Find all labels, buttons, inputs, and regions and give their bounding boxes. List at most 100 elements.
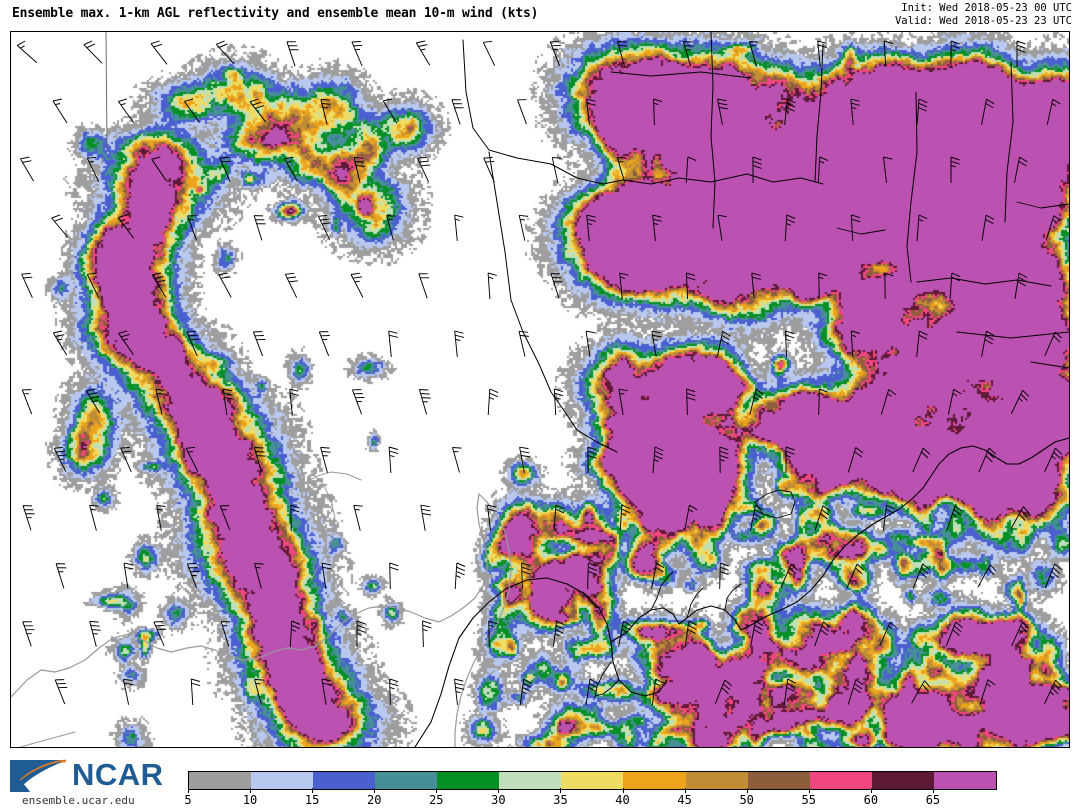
wind-barb xyxy=(389,562,399,590)
wind-barb xyxy=(946,505,963,531)
wind-barb xyxy=(389,678,399,706)
wind-barb xyxy=(353,504,363,531)
wind-barb xyxy=(651,678,664,705)
colorbar-label-60: 60 xyxy=(863,793,879,807)
wind-barb xyxy=(156,504,166,531)
wind-barb xyxy=(117,214,135,239)
colorbar-band-40 xyxy=(623,772,686,789)
wind-barb xyxy=(616,157,627,183)
wind-barb xyxy=(118,330,134,355)
wind-barb xyxy=(618,620,632,647)
wind-barb xyxy=(977,564,997,588)
wind-barb xyxy=(549,41,561,67)
reflectivity-field[interactable] xyxy=(11,32,1069,747)
colorbar-tick-55 xyxy=(808,788,810,793)
wind-barb xyxy=(382,98,398,124)
wind-barb xyxy=(454,678,465,705)
wind-barb xyxy=(814,621,831,647)
wind-barb xyxy=(1044,331,1063,357)
wind-barb xyxy=(220,621,231,647)
colorbar-label-10: 10 xyxy=(242,793,258,807)
secondary-border-2 xyxy=(286,471,362,493)
init-time-label: Init: Wed 2018-05-23 00 UTC xyxy=(901,2,1072,14)
wind-barb xyxy=(1014,272,1028,299)
wind-barb xyxy=(521,562,531,590)
bayou-detail-1 xyxy=(650,571,674,611)
wind-barb xyxy=(682,41,694,67)
wind-barb xyxy=(320,98,331,125)
wind-barb xyxy=(719,562,729,590)
colorbar-band-65 xyxy=(933,772,996,789)
wind-barb xyxy=(52,330,68,356)
colorbar-band-55 xyxy=(809,772,872,789)
wind-barb xyxy=(249,98,267,123)
bayou-detail-5 xyxy=(594,679,620,697)
colorbar-tick-labels: 5 10 15 20 25 30 35 40 45 50 55 60 65 xyxy=(0,793,1080,809)
wind-barb xyxy=(752,156,762,184)
wind-barb xyxy=(317,214,331,240)
wind-barb xyxy=(222,388,234,415)
map-frame[interactable] xyxy=(10,31,1070,748)
wind-barb xyxy=(1010,389,1030,414)
wind-barb xyxy=(55,563,67,589)
wind-barb xyxy=(422,620,432,648)
wind-barb xyxy=(284,272,298,298)
ncar-url[interactable]: ensemble.ucar.edu xyxy=(22,794,135,807)
wind-barb xyxy=(418,389,431,415)
wind-barb xyxy=(981,214,995,241)
ncar-wordmark: NCAR xyxy=(72,757,164,792)
wind-barb xyxy=(880,389,897,415)
state-border-la-ms-south xyxy=(956,331,1069,339)
wind-barb xyxy=(190,678,201,706)
colorbar-tick-15 xyxy=(312,788,314,793)
wind-barb xyxy=(950,40,960,68)
colorbar-band-5 xyxy=(189,772,252,789)
wind-barb xyxy=(289,388,300,415)
wind-barb xyxy=(749,389,764,415)
state-border-ms-al-south xyxy=(1030,361,1069,369)
state-border-ms-al xyxy=(1004,61,1014,223)
wind-barb xyxy=(653,98,663,126)
wind-barb xyxy=(847,447,864,473)
colorbar-label-15: 15 xyxy=(304,793,320,807)
wind-barb xyxy=(86,272,100,298)
colorbar-band-15 xyxy=(313,772,376,789)
wind-barb xyxy=(488,620,498,648)
colorbar-tick-60 xyxy=(870,788,872,793)
wind-barb xyxy=(185,446,199,472)
wind-barb xyxy=(818,388,828,416)
colorbar-band-35 xyxy=(561,772,624,789)
wind-barb xyxy=(52,98,68,124)
colorbar-label-20: 20 xyxy=(366,793,382,807)
colorbar[interactable] xyxy=(188,771,997,790)
wind-barb xyxy=(184,98,200,123)
colorbar-band-50 xyxy=(747,772,810,789)
mexico-coast xyxy=(454,493,512,747)
wind-barb xyxy=(16,40,38,63)
colorbar-tick-40 xyxy=(622,788,624,793)
wind-barb xyxy=(586,214,597,241)
wind-barb xyxy=(219,505,231,531)
wind-barb xyxy=(1044,563,1062,589)
wind-barb xyxy=(388,330,399,357)
state-border-ar-ms xyxy=(906,91,918,283)
state-border-tx-east xyxy=(488,151,618,453)
header-bar: Ensemble max. 1-km AGL reflectivity and … xyxy=(0,0,1080,31)
wind-barb xyxy=(186,331,200,357)
wind-barb xyxy=(51,214,69,239)
wind-barb xyxy=(321,562,332,589)
state-border-ok-north xyxy=(710,32,716,229)
wind-barb xyxy=(350,272,364,298)
state-border-red-river xyxy=(462,39,824,185)
county-line-2 xyxy=(1016,201,1069,209)
wind-barb xyxy=(452,447,462,473)
wind-barb xyxy=(85,388,101,414)
wind-barb xyxy=(153,621,167,647)
wind-barb xyxy=(1045,215,1062,241)
wind-barb xyxy=(587,446,597,474)
colorbar-band-45 xyxy=(685,772,748,789)
ncar-logo[interactable]: NCAR ensemble.ucar.edu xyxy=(8,757,178,807)
geographic-boundaries xyxy=(11,32,1069,747)
wind-barb xyxy=(186,563,200,589)
wind-barb xyxy=(254,678,264,705)
